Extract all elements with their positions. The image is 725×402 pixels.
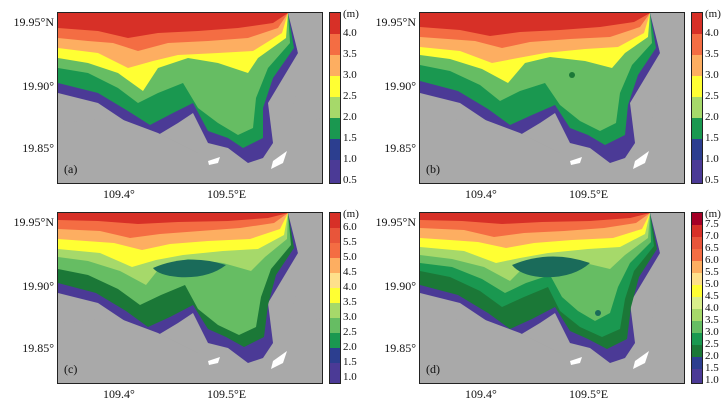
y-tick-label: 19.95°N: [375, 15, 416, 29]
colorbar-tick: 4.0: [343, 281, 357, 293]
x-tick-label: 109.4°: [465, 187, 497, 201]
colorbar-tick: 6.0: [705, 254, 719, 266]
map-graphic: [58, 213, 322, 383]
y-tick-label: 19.85°: [22, 141, 54, 155]
y-tick-label: 19.85°: [22, 341, 54, 355]
colorbar-tick: 3.5: [705, 48, 719, 60]
map-graphic: [420, 13, 684, 183]
colorbar-tick: 1.5: [343, 356, 357, 368]
x-tick-label: 109.5°E: [569, 387, 609, 401]
colorbar-tick: 0.5: [343, 174, 357, 186]
map-graphic: [58, 13, 322, 183]
colorbar-tick: 7.5: [705, 218, 719, 230]
panel-label: (a): [64, 162, 78, 176]
colorbar-tick: 7.0: [705, 230, 719, 242]
colorbar-tick: 2.0: [705, 111, 719, 123]
colorbar-tick: 3.5: [343, 48, 357, 60]
y-tick-label: 19.95°N: [13, 15, 54, 29]
colorbar-tick: 3.0: [705, 69, 719, 81]
panel-b: 19.95°N 19.90° 19.85° (b) 109.4° 109.5°E…: [362, 0, 724, 201]
colorbar-tick: 6.5: [705, 242, 719, 254]
colorbar: [691, 212, 703, 384]
colorbar-tick: 1.0: [705, 374, 719, 386]
tidal-range-map-d: (d): [419, 212, 685, 384]
colorbar-tick: 2.0: [705, 350, 719, 362]
colorbar-tick: 5.0: [705, 278, 719, 290]
colorbar-tick: 3.5: [343, 296, 357, 308]
colorbar-tick: 4.5: [343, 266, 357, 278]
colorbar-tick: 6.0: [343, 221, 357, 233]
colorbar-tick: 1.5: [343, 132, 357, 144]
colorbar-unit: (m): [343, 208, 359, 220]
colorbar-tick: 3.0: [343, 69, 357, 81]
panel-d: 19.95°N 19.90° 19.85° (d) 109.4° 109.5°E: [362, 200, 724, 401]
x-tick-label: 109.4°: [103, 187, 135, 201]
colorbar-unit: (m): [705, 8, 721, 20]
tidal-range-map-b: (b): [419, 12, 685, 184]
y-tick-label: 19.90°: [384, 279, 416, 293]
panel-c: 19.95°N 19.90° 19.85° (c) 109.4° 109.5°E…: [0, 200, 362, 401]
y-tick-label: 19.95°N: [375, 215, 416, 229]
x-tick-label: 109.4°: [465, 387, 497, 401]
colorbar-tick: 2.5: [343, 90, 357, 102]
x-tick-label: 109.5°E: [207, 187, 247, 201]
tidal-range-map-c: (c): [57, 212, 323, 384]
colorbar-tick: 5.5: [705, 266, 719, 278]
y-tick-label: 19.90°: [22, 79, 54, 93]
colorbar-tick: 5.0: [343, 251, 357, 263]
y-tick-label: 19.90°: [384, 79, 416, 93]
colorbar-tick: 2.0: [343, 341, 357, 353]
colorbar-tick: 3.0: [343, 311, 357, 323]
colorbar-tick: 4.0: [343, 27, 357, 39]
colorbar-tick: 2.5: [343, 326, 357, 338]
colorbar-tick: 0.5: [705, 174, 719, 186]
y-tick-label: 19.85°: [384, 341, 416, 355]
colorbar-unit: (m): [343, 8, 359, 20]
x-tick-label: 109.4°: [103, 387, 135, 401]
map-graphic: [420, 213, 684, 383]
colorbar-tick: 4.0: [705, 27, 719, 39]
x-tick-label: 109.5°E: [569, 187, 609, 201]
colorbar-tick: 3.0: [705, 326, 719, 338]
colorbar-unit: (m): [705, 208, 721, 220]
y-tick-label: 19.95°N: [13, 215, 54, 229]
panel-label: (c): [64, 362, 78, 376]
tidal-range-map-a: (a): [57, 12, 323, 184]
colorbar-tick: 1.5: [705, 132, 719, 144]
colorbar-tick: 5.5: [343, 236, 357, 248]
y-tick-label: 19.85°: [384, 141, 416, 155]
colorbar-tick: 4.0: [705, 302, 719, 314]
colorbar: [329, 12, 341, 184]
panel-label: (b): [426, 162, 440, 176]
colorbar-tick: 2.0: [343, 111, 357, 123]
panel-a: 19.95°N 19.90° 19.85° (a) 109.4° 109.5°E…: [0, 0, 362, 201]
colorbar-tick: 1.0: [705, 153, 719, 165]
colorbar-tick: 1.0: [343, 153, 357, 165]
colorbar-tick: 4.5: [705, 290, 719, 302]
colorbar-tick: 1.0: [343, 371, 357, 383]
colorbar-tick: 2.5: [705, 338, 719, 350]
colorbar: [329, 212, 341, 384]
x-tick-label: 109.5°E: [207, 387, 247, 401]
colorbar-tick: 1.5: [705, 362, 719, 374]
colorbar-tick: 3.5: [705, 314, 719, 326]
colorbar-tick: 2.5: [705, 90, 719, 102]
y-tick-label: 19.90°: [22, 279, 54, 293]
colorbar: [691, 12, 703, 184]
panel-label: (d): [426, 362, 440, 376]
